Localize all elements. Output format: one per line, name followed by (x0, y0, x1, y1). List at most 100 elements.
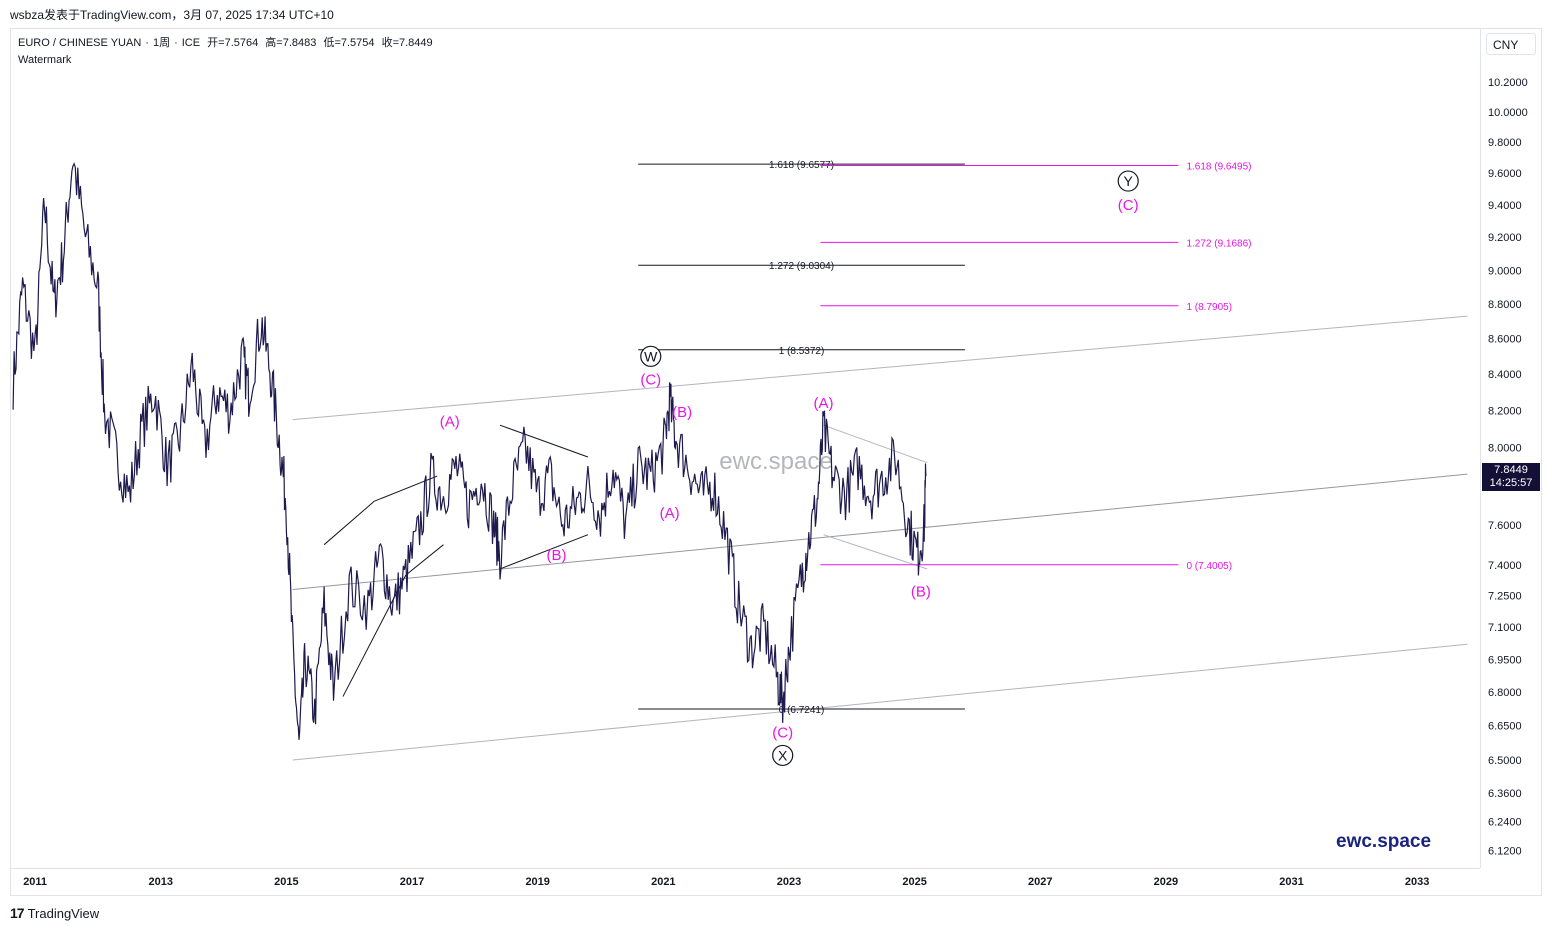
x-tick-label: 2029 (1154, 876, 1178, 888)
y-tick-label: 6.3600 (1488, 788, 1522, 800)
trendline (374, 475, 438, 502)
x-tick-label: 2033 (1405, 876, 1429, 888)
tradingview-logo-icon: 17 (10, 905, 25, 921)
wave-label: X (778, 747, 788, 763)
fib-level-label: 1.272 (9.0304) (769, 261, 834, 272)
y-tick-label: 8.2000 (1488, 405, 1522, 417)
x-tick-label: 2015 (274, 876, 298, 888)
wave-circle-marker (772, 744, 794, 767)
trendline (499, 424, 589, 458)
fib-extensions: 1.618 (9.6577) 1.272 (9.0304) 1 (8.5372) 0 … (638, 160, 1252, 716)
y-tick-label: 6.8000 (1488, 687, 1522, 699)
x-tick-label: 2031 (1279, 876, 1303, 888)
trendline (823, 424, 928, 464)
wave-label: (A) (440, 413, 460, 430)
trendline (823, 534, 928, 570)
x-axis-ticks: 2011 2013 2015 2017 2019 2021 2023 2025 2027 2029… (23, 876, 1429, 888)
wave-labels: (A) (B) (C) W (B) (A) (C) X (A) (B) (C) Y (440, 170, 1139, 767)
y-tick-label: 9.0000 (1488, 265, 1522, 277)
footer-branding[interactable]: 17 TradingView (10, 905, 99, 921)
price-line (12, 162, 927, 740)
channel-lines (292, 315, 1468, 761)
y-tick-label: 8.8000 (1488, 299, 1522, 311)
y-tick-label: 6.9500 (1488, 654, 1522, 666)
fib-level-label: 1 (8.7905) (1186, 302, 1232, 313)
y-tick-label: 6.1200 (1488, 846, 1522, 858)
wave-label: (C) (1118, 197, 1139, 214)
y-tick-label: 6.6500 (1488, 721, 1522, 733)
channel-line (292, 473, 1468, 590)
y-tick-label: 9.2000 (1488, 232, 1522, 244)
price-series (12, 162, 927, 740)
wave-circle-marker (640, 345, 662, 367)
channel-line (292, 643, 1468, 761)
wave-label: (B) (672, 404, 692, 421)
x-tick-label: 2021 (651, 876, 675, 888)
y-tick-label: 10.0000 (1488, 107, 1528, 119)
high-value: =7.8483 (276, 37, 317, 49)
y-tick-label: 7.6000 (1488, 520, 1522, 532)
trendline (499, 534, 589, 570)
y-tick-label: 7.4000 (1488, 560, 1522, 572)
y-tick-label: 6.2400 (1488, 816, 1522, 828)
y-tick-label: 8.0000 (1488, 443, 1522, 455)
x-tick-label: 2017 (400, 876, 424, 888)
y-tick-label: 8.6000 (1488, 334, 1522, 346)
low-label: 低 (323, 37, 335, 49)
wave-label: Y (1124, 173, 1134, 189)
last-price-tag: 7.8449 14:25:57 (1482, 463, 1540, 491)
watermark-indicator-label[interactable]: Watermark (18, 54, 72, 66)
interval-label[interactable]: 1周 (152, 37, 171, 49)
x-tick-label: 2013 (149, 876, 173, 888)
time-axis[interactable] (10, 868, 1480, 896)
fib-level-label: 1.618 (9.6495) (1186, 161, 1251, 172)
y-axis-ticks: 10.2000 10.0000 9.8000 9.6000 9.4000 9.2000 9.… (1488, 77, 1528, 858)
chart-frame (10, 28, 1542, 896)
bar-countdown: 14:25:57 (1489, 477, 1533, 489)
corner-watermark: ewc.space (1336, 831, 1432, 852)
close-label: 收 (381, 37, 393, 49)
wave-label: (A) (814, 395, 834, 412)
y-tick-label: 9.4000 (1488, 200, 1522, 212)
high-label: 高 (265, 37, 277, 49)
y-tick-label: 10.2000 (1488, 77, 1528, 89)
published-header: wsbza发表于TradingView.com，3月 07, 2025 17:3… (10, 8, 334, 22)
wave-label: (B) (911, 584, 931, 601)
fib-level-label: 0 (6.7241) (779, 705, 825, 716)
y-tick-label: 7.1000 (1488, 622, 1522, 634)
close-value: =7.8449 (392, 37, 433, 49)
low-value: =7.5754 (334, 37, 375, 49)
tradingview-brand: TradingView (27, 905, 100, 921)
x-tick-label: 2023 (777, 876, 801, 888)
y-tick-label: 9.8000 (1488, 137, 1522, 149)
currency-button[interactable]: CNY (1486, 33, 1536, 55)
fib-level-label: 1.618 (9.6577) (769, 160, 834, 171)
channel-line (292, 315, 1468, 421)
y-tick-label: 8.4000 (1488, 369, 1522, 381)
x-tick-label: 2011 (23, 876, 47, 888)
y-tick-label: 6.5000 (1488, 755, 1522, 767)
fib-level-label: 1.272 (9.1686) (1186, 238, 1251, 249)
y-tick-label: 9.6000 (1488, 168, 1522, 180)
exchange-label: ICE (181, 37, 201, 49)
symbol-legend: EURO / CHINESE YUAN · 1周 · ICE 开=7.5764 高=7.… (18, 35, 437, 69)
wave-label: (C) (640, 372, 661, 389)
wave-label: (B) (547, 547, 567, 564)
wave-label: W (644, 348, 658, 364)
center-watermark: ewc.space (719, 448, 832, 475)
wave-label: (C) (772, 725, 793, 742)
x-tick-label: 2027 (1028, 876, 1052, 888)
price-axis[interactable] (1480, 28, 1543, 868)
wave-circle-marker (1117, 170, 1139, 192)
trendline (405, 544, 444, 576)
fib-level-label: 1 (8.5372) (779, 346, 825, 357)
symbol-name[interactable]: EURO / CHINESE YUAN (18, 37, 142, 49)
x-tick-label: 2025 (902, 876, 926, 888)
open-value: =7.5764 (218, 37, 259, 49)
open-label: 开 (207, 37, 219, 49)
trendline (323, 500, 375, 546)
trendline (342, 574, 407, 697)
last-price-value: 7.8449 (1494, 464, 1528, 476)
x-tick-label: 2019 (525, 876, 549, 888)
